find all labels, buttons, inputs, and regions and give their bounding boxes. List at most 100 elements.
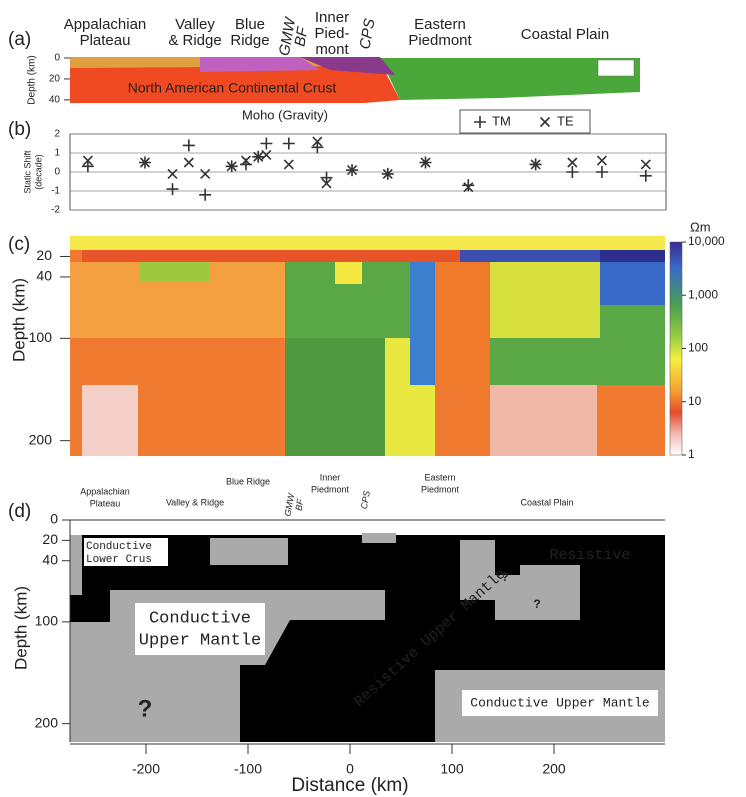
tm-point — [260, 137, 273, 150]
colorbar-unit: Ωm — [690, 219, 711, 234]
province-label: Appalachian — [64, 16, 147, 33]
te-point — [240, 155, 252, 166]
te-point — [420, 157, 431, 168]
tm-point — [166, 183, 179, 196]
y-axis-label: Static Shift — [22, 150, 32, 194]
moho-label: Moho (Gravity) — [242, 107, 328, 122]
te-point — [183, 157, 194, 168]
y-axis-label: Depth (km) — [27, 55, 38, 104]
tm-point — [462, 179, 475, 192]
te-point — [321, 178, 332, 189]
x-tick-label: -200 — [132, 761, 160, 777]
y-tick-label: 1 — [54, 148, 60, 159]
y-tick-label: 20 — [36, 247, 52, 263]
province-label: Valley & Ridge — [166, 497, 224, 507]
province-label: Blue — [235, 16, 265, 33]
province-label: Coastal Plain — [520, 497, 573, 507]
y-tick-label: -1 — [51, 186, 60, 197]
province-label: Plateau — [80, 32, 131, 49]
te-point — [530, 159, 541, 170]
province-label: GMW — [276, 15, 300, 58]
province-label: Inner — [315, 9, 349, 26]
y-tick-label: 20 — [42, 531, 58, 547]
interpretation — [70, 533, 665, 742]
te-point — [567, 157, 578, 168]
region-label: Conductive — [86, 541, 152, 553]
province-label: & Ridge — [168, 32, 221, 49]
y-tick-label: 200 — [35, 714, 59, 730]
province-label: Valley — [175, 16, 215, 33]
y-tick-label: 0 — [54, 167, 60, 178]
panel-label: (d) — [8, 501, 31, 522]
te-point — [463, 182, 474, 193]
province-label: Blue Ridge — [226, 476, 270, 486]
region-label: ? — [138, 695, 153, 722]
province-label: Piedmont — [421, 484, 460, 494]
x-axis-label: Distance (km) — [291, 775, 408, 796]
y-tick-label: 40 — [49, 95, 61, 106]
province-label: Ridge — [230, 32, 269, 49]
y-axis-label: Depth (km) — [9, 278, 28, 362]
te-point — [139, 157, 151, 168]
region-label: Conductive — [149, 609, 251, 628]
te-point — [640, 159, 651, 170]
te-point — [261, 149, 272, 160]
region-label: ? — [501, 570, 508, 584]
province-label: Piedmont — [311, 484, 350, 494]
crust-label: North American Continental Crust — [128, 80, 337, 96]
y-axis-label: (decade) — [33, 154, 43, 190]
province-label: Inner — [320, 472, 341, 482]
te-point — [539, 116, 551, 128]
te-point — [253, 151, 264, 162]
tm-point — [639, 169, 652, 182]
tm-point — [282, 137, 295, 150]
region-label: Upper Mantle — [139, 631, 261, 650]
legend-label: TM — [492, 113, 511, 128]
panel-label: (a) — [8, 29, 31, 50]
y-tick-label: 40 — [36, 268, 52, 284]
x-tick-label: 0 — [346, 761, 354, 777]
province-label: Pied- — [314, 25, 349, 42]
tm-point — [311, 141, 324, 154]
province-label: Eastern — [414, 16, 466, 33]
region-label: ? — [533, 597, 540, 611]
te-point — [200, 168, 211, 179]
region-label: Lower Crus — [86, 554, 152, 566]
province-label: mont — [315, 41, 349, 58]
colorbar-tick-label: 1,000 — [688, 287, 718, 301]
y-tick-label: 40 — [42, 551, 58, 567]
panel-label: (c) — [8, 234, 30, 255]
te-point — [82, 155, 93, 166]
y-tick-label: -2 — [51, 205, 60, 216]
province-label: Eastern — [424, 472, 455, 482]
x-tick-label: 200 — [542, 761, 566, 777]
y-tick-label: 0 — [54, 53, 60, 64]
resistivity-model — [70, 236, 665, 456]
province-label: BF — [291, 25, 311, 48]
colorbar-tick-label: 10,000 — [688, 234, 725, 248]
te-point — [596, 155, 608, 166]
te-point — [283, 159, 294, 170]
colorbar-tick-label: 100 — [688, 341, 708, 355]
tm-point — [320, 171, 333, 184]
y-tick-label: 20 — [49, 74, 61, 85]
tm-point — [566, 166, 579, 178]
te-point — [226, 161, 237, 172]
y-tick-label: 100 — [29, 329, 53, 345]
tm-point — [595, 166, 608, 178]
te-point — [382, 168, 393, 179]
colorbar-tick-label: 1 — [688, 447, 695, 461]
tm-point — [81, 160, 94, 173]
te-point — [167, 168, 178, 179]
tm-point — [199, 188, 212, 201]
province-label: GMW — [282, 491, 296, 517]
region-label: Conductive Upper Mantle — [470, 695, 649, 710]
x-tick-label: -100 — [234, 761, 262, 777]
colorbar — [669, 241, 683, 456]
tm-point — [474, 116, 486, 128]
province-label: CPS — [359, 490, 372, 510]
y-tick-label: 0 — [50, 511, 58, 527]
y-axis-label: Depth (km) — [11, 586, 30, 670]
province-label: Coastal Plain — [521, 26, 609, 43]
